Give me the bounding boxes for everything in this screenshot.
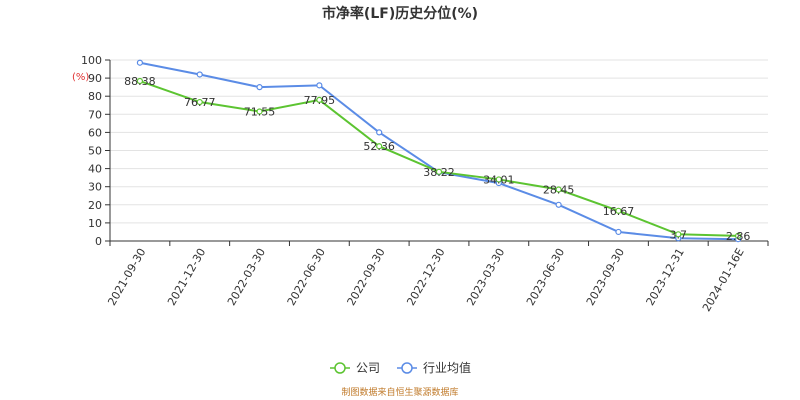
data-label: 34.01 xyxy=(483,173,515,186)
x-tick-label: 2023-03-30 xyxy=(464,246,507,308)
y-tick-label: 100 xyxy=(81,54,102,67)
series-line xyxy=(139,80,739,237)
source-note: 制图数据来自恒生聚源数据库 xyxy=(341,386,458,398)
x-tick-label: 2022-12-30 xyxy=(404,246,447,308)
y-tick-label: 20 xyxy=(88,199,102,212)
x-tick-label: 2022-09-30 xyxy=(345,246,388,308)
data-label: 2.86 xyxy=(726,230,751,243)
legend-label[interactable]: 行业均值 xyxy=(423,360,471,375)
data-point xyxy=(196,71,203,78)
data-point xyxy=(675,231,682,238)
x-ticks: 2021-09-30 2021-12-30 2022-03-30 2022-06-30… xyxy=(105,241,769,314)
chart-title: 市净率(LF)历史分位(%) xyxy=(322,5,478,22)
x-tick-label: 2022-03-30 xyxy=(225,246,268,308)
y-tick-label: 60 xyxy=(88,126,102,139)
series-layer xyxy=(136,59,742,243)
data-label: 16.67 xyxy=(603,205,635,218)
y-tick-label: 40 xyxy=(88,163,102,176)
y-tick-label: 50 xyxy=(88,145,102,158)
data-label: 71.55 xyxy=(244,105,276,118)
data-label: 88.38 xyxy=(124,75,156,88)
x-tick-label: 2023-12-31 xyxy=(644,246,687,308)
data-label: 52.36 xyxy=(363,140,395,153)
x-tick-label: 2023-06-30 xyxy=(524,246,567,308)
data-point xyxy=(316,96,323,104)
y-tick-label: 80 xyxy=(88,90,102,103)
data-point xyxy=(734,232,742,239)
data-point xyxy=(555,186,562,193)
grid xyxy=(110,59,768,224)
data-labels: 88.38 76.77 71.55 77.95 52.36 38.22 34.01 28.45… xyxy=(124,75,750,243)
data-label: 28.45 xyxy=(543,184,575,197)
x-tick-label: 2021-09-30 xyxy=(105,246,148,308)
data-point xyxy=(555,201,562,208)
data-point xyxy=(495,176,502,183)
data-label: 38.22 xyxy=(423,166,455,179)
x-tick-label: 2024-01-16E xyxy=(700,246,747,314)
data-label: 76.77 xyxy=(184,96,216,109)
y-tick-label: 90 xyxy=(88,72,102,85)
data-point xyxy=(256,108,263,115)
data-point xyxy=(615,228,622,236)
data-label: 3.7 xyxy=(670,228,688,241)
legend-swatch-marker xyxy=(401,362,413,374)
data-point xyxy=(376,129,383,136)
legend: 公司 行业均值 xyxy=(330,360,471,375)
legend-label[interactable]: 公司 xyxy=(356,361,380,375)
data-point xyxy=(435,168,443,175)
y-tick-label: 70 xyxy=(88,108,102,121)
data-point xyxy=(136,59,144,66)
y-axis-unit: (%) xyxy=(72,72,89,83)
x-tick-label: 2021-12-30 xyxy=(165,246,208,308)
data-label: 77.95 xyxy=(304,94,336,107)
data-point xyxy=(376,143,383,150)
x-tick-label: 2023-09-30 xyxy=(584,246,627,308)
data-point xyxy=(196,98,203,106)
y-tick-label: 0 xyxy=(95,235,102,248)
x-tick-label: 2022-06-30 xyxy=(285,246,328,308)
y-tick-label: 30 xyxy=(88,181,102,194)
y-tick-label: 10 xyxy=(88,217,102,230)
data-point xyxy=(615,207,622,214)
data-point xyxy=(316,82,323,89)
data-point xyxy=(256,84,263,91)
y-ticks: 0 10 20 30 40 50 60 70 80 90 100 xyxy=(81,54,110,248)
legend-swatch-marker xyxy=(334,362,346,374)
data-point xyxy=(136,77,144,85)
